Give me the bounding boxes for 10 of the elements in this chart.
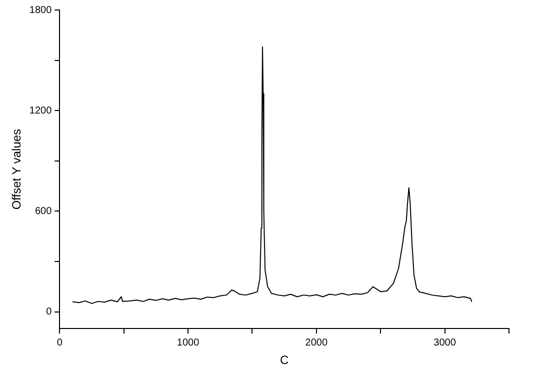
x-tick-label: 1000 [176,337,200,348]
y-tick-label: 1800 [29,4,52,16]
x-tick-label: 0 [56,337,63,348]
y-tick-label: 600 [34,206,52,217]
x-tick-label: 3000 [434,337,456,348]
y-tick-label: 1200 [29,105,52,116]
x-tick-label: 2000 [305,337,328,348]
x-axis-title: C [280,353,289,368]
y-tick-label: 0 [46,306,52,318]
y-axis-title: Offset Y values [10,128,24,210]
